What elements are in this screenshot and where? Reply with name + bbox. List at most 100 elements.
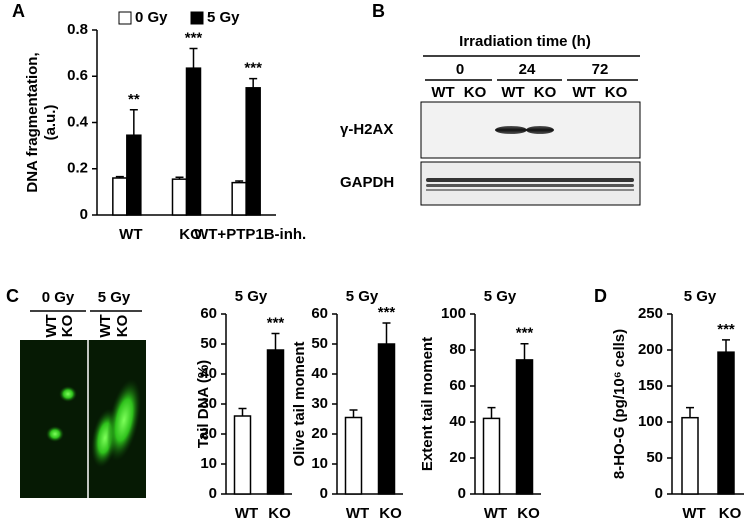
y-axis-label: 8-HO-G (pg/10⁶ cells) — [611, 329, 628, 479]
chart-title: 5 Gy — [684, 288, 717, 305]
row-label: γ-H2AX — [340, 121, 393, 138]
significance: *** — [185, 29, 203, 46]
y-tick-label: 0 — [209, 485, 217, 502]
bar — [112, 177, 128, 216]
y-tick-label: 40 — [311, 365, 328, 382]
x-tick-label: WT — [235, 505, 258, 519]
y-tick-label: 0 — [458, 485, 466, 502]
significance: *** — [717, 321, 735, 338]
x-tick-label: WT — [682, 505, 705, 519]
y-axis-label: Olive tail moment — [291, 341, 308, 466]
blot-title: Irradiation time (h) — [459, 33, 591, 50]
bar — [233, 415, 252, 495]
lane-label: KO — [464, 84, 487, 101]
y-tick-label: 50 — [200, 335, 217, 352]
y-tick-label: 0.2 — [67, 160, 88, 177]
bar — [126, 134, 142, 216]
error-bar — [520, 342, 529, 360]
blot-band — [495, 126, 527, 134]
error-bar — [271, 332, 280, 350]
bar — [344, 416, 363, 495]
bar — [245, 87, 261, 216]
y-tick-label: 20 — [200, 425, 217, 442]
y-tick-label: 30 — [311, 395, 328, 412]
y-axis-label: (a.u.) — [42, 105, 59, 141]
blot-image — [420, 161, 641, 206]
lane-label: WT — [97, 314, 114, 337]
significance: *** — [244, 60, 262, 77]
panel-label: D — [594, 286, 607, 306]
bar — [717, 351, 735, 495]
error-bar — [189, 47, 198, 69]
y-tick-label: 0.8 — [67, 21, 88, 38]
condition: 0 Gy — [42, 289, 75, 306]
error-bar — [349, 409, 358, 418]
chart-title: 5 Gy — [484, 288, 517, 305]
y-tick-label: 10 — [200, 455, 217, 472]
y-tick-label: 0 — [80, 206, 88, 223]
lane-label: WT — [501, 84, 524, 101]
x-tick-label: WT — [484, 505, 507, 519]
error-bar — [115, 175, 124, 178]
error-bar — [175, 176, 184, 180]
y-tick-label: 0.6 — [67, 67, 88, 84]
legend-label: 5 Gy — [207, 9, 240, 26]
x-tick-label: WT — [119, 226, 142, 243]
bar — [266, 349, 285, 495]
bar — [231, 181, 247, 216]
y-tick-label: 60 — [311, 305, 328, 322]
y-tick-label: 80 — [449, 341, 466, 358]
lane-label: WT — [43, 314, 60, 337]
panel-label: A — [12, 1, 25, 21]
bar — [171, 178, 188, 216]
legend-swatch — [118, 11, 132, 25]
chart-title: 5 Gy — [235, 288, 268, 305]
x-tick-label: KO — [268, 505, 291, 519]
y-tick-label: 250 — [638, 305, 663, 322]
y-tick-label: 30 — [200, 395, 217, 412]
y-tick-label: 0.4 — [67, 113, 89, 130]
panel-label: C — [6, 286, 19, 306]
bar — [681, 416, 699, 495]
lane-label: WT — [572, 84, 595, 101]
condition: 5 Gy — [98, 289, 131, 306]
lane-label: WT — [431, 84, 454, 101]
y-tick-label: 20 — [449, 449, 466, 466]
comets — [46, 378, 142, 468]
y-tick-label: 200 — [638, 341, 663, 358]
y-tick-label: 10 — [311, 455, 328, 472]
timepoint: 72 — [592, 61, 609, 78]
timepoint: 0 — [456, 61, 464, 78]
error-bar — [238, 407, 247, 416]
error-bar — [129, 109, 138, 136]
significance: *** — [267, 314, 285, 331]
error-bar — [686, 406, 694, 418]
x-tick-label: KO — [379, 505, 402, 519]
y-tick-label: 20 — [311, 425, 328, 442]
y-tick-label: 40 — [200, 365, 217, 382]
lane-label: KO — [534, 84, 557, 101]
y-tick-label: 60 — [449, 377, 466, 394]
legend-label: 0 Gy — [135, 9, 168, 26]
bar — [482, 417, 501, 495]
bar — [185, 67, 202, 216]
gapdh-bands — [426, 178, 634, 191]
error-bar — [249, 77, 258, 88]
y-tick-label: 100 — [638, 413, 663, 430]
error-bar — [722, 339, 730, 353]
significance: *** — [378, 304, 396, 321]
legend-swatch — [190, 11, 204, 25]
y-tick-label: 150 — [638, 377, 663, 394]
x-tick-label: KO — [517, 505, 540, 519]
significance: *** — [516, 325, 534, 342]
blot-band — [526, 126, 554, 134]
lane-label: KO — [605, 84, 628, 101]
chart-title: 5 Gy — [346, 288, 379, 305]
y-tick-label: 60 — [200, 305, 217, 322]
error-bar — [382, 322, 391, 344]
y-tick-label: 100 — [441, 305, 466, 322]
error-bar — [235, 180, 244, 183]
lane-label: KO — [114, 314, 131, 337]
y-axis-label: DNA fragmentation, — [24, 52, 41, 192]
